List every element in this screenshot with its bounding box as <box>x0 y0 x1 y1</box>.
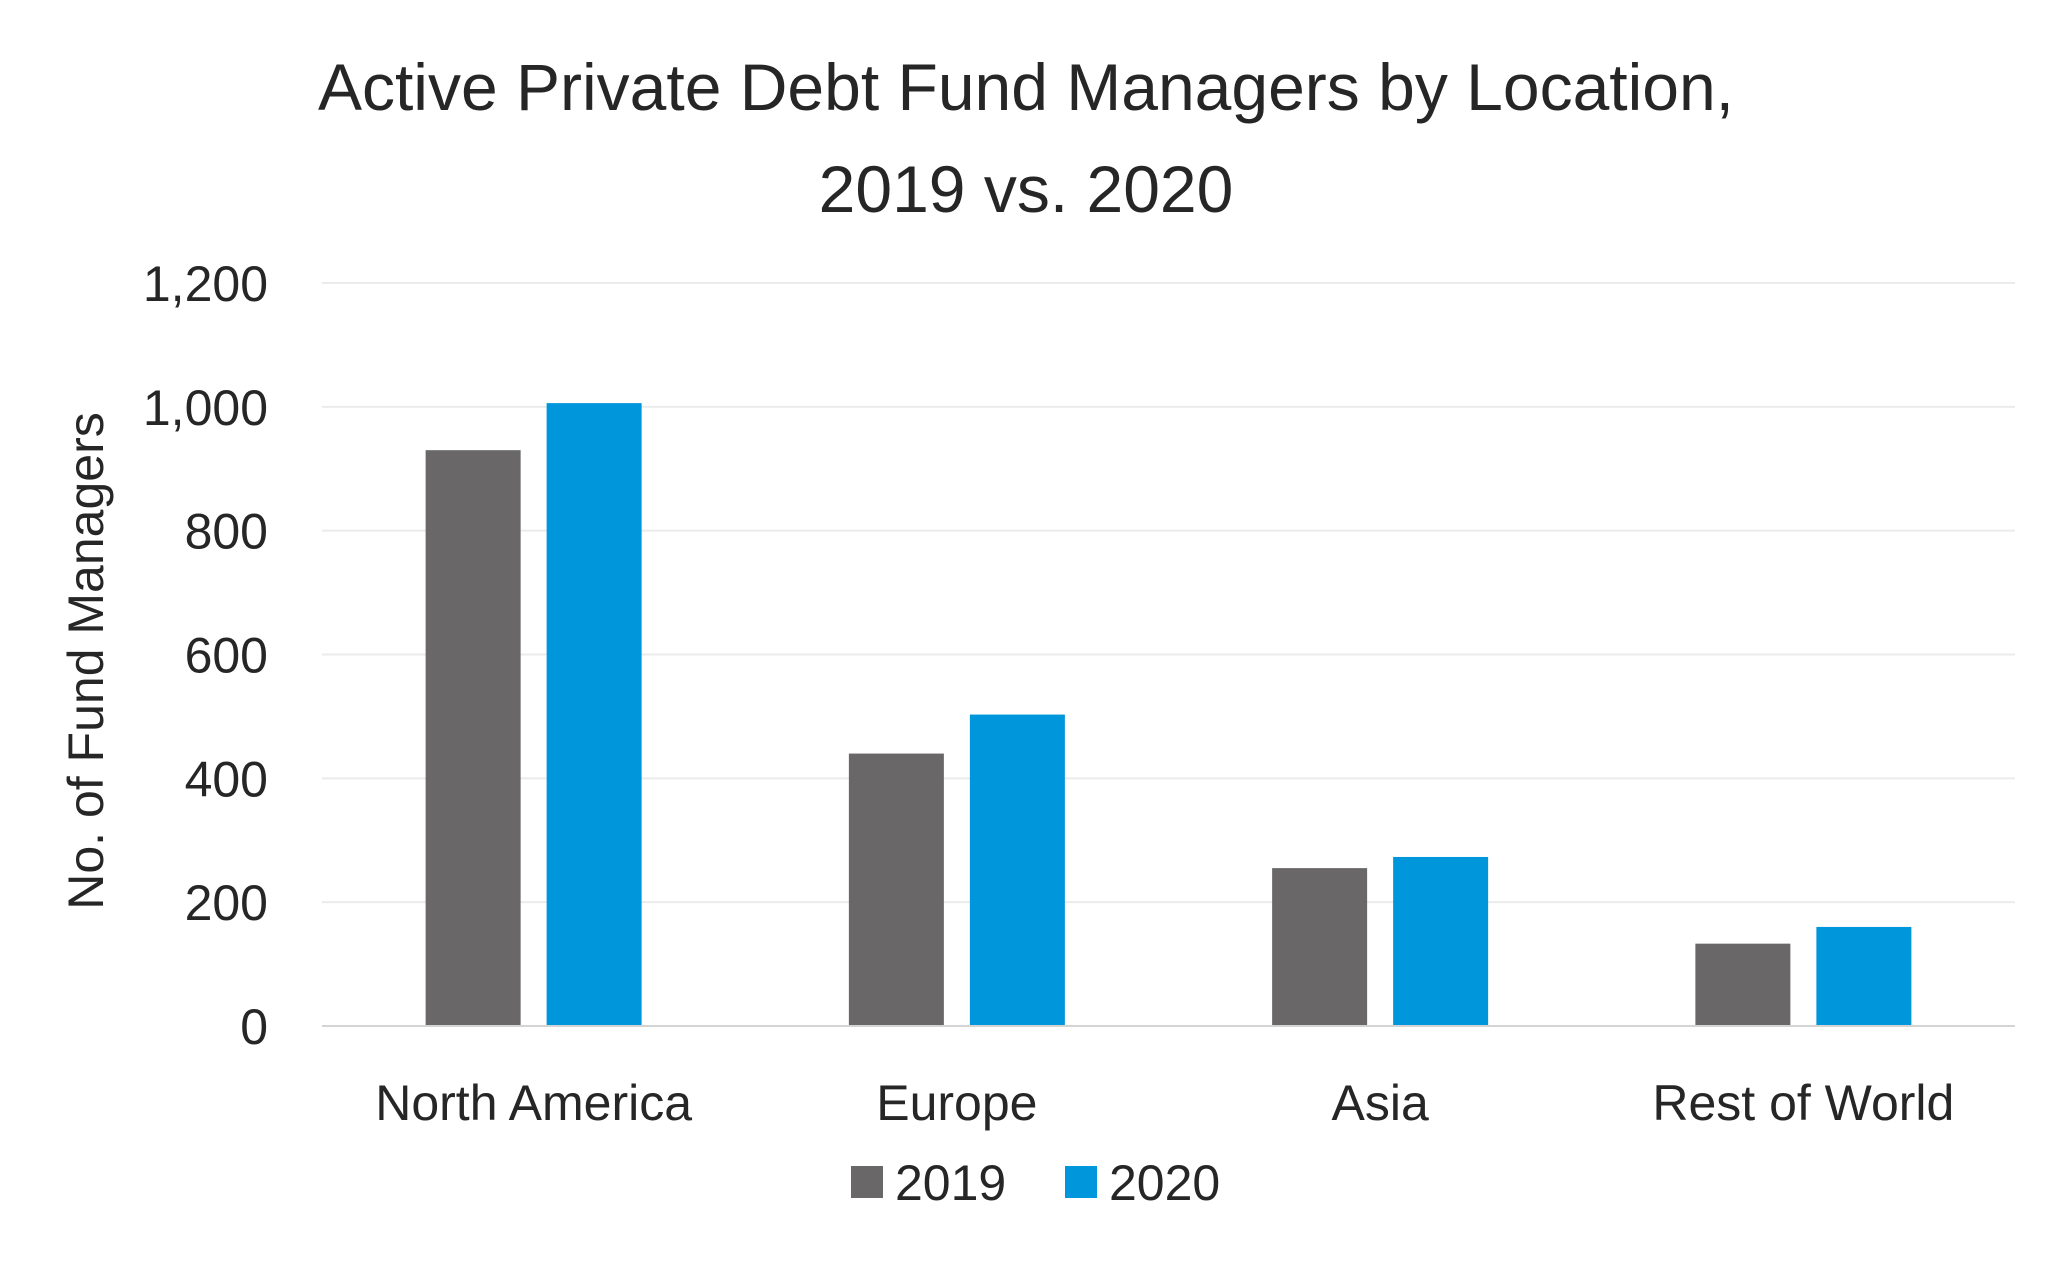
bar-2019-north-america <box>425 450 521 1026</box>
y-tick-label: 0 <box>240 999 268 1055</box>
legend: 2019 2020 <box>851 1155 1220 1211</box>
bar-2019-europe <box>848 753 944 1026</box>
x-tick-label: Rest of World <box>1652 1075 1954 1131</box>
legend-label: 2020 <box>1109 1155 1220 1211</box>
bars <box>425 403 1912 1026</box>
bar-2019-asia <box>1272 868 1368 1026</box>
y-tick-label: 1,200 <box>143 256 268 312</box>
x-tick-label: Europe <box>876 1075 1037 1131</box>
y-tick-label: 800 <box>185 504 268 560</box>
y-axis-ticks: 0 200 400 600 800 1,000 1,200 <box>143 256 268 1055</box>
bar-2019-rest-of-world <box>1695 943 1791 1026</box>
chart-title-line-2: 2019 vs. 2020 <box>819 152 1234 226</box>
legend-label: 2019 <box>895 1155 1006 1211</box>
bar-2020-rest-of-world <box>1816 926 1912 1026</box>
y-tick-label: 1,000 <box>143 380 268 436</box>
x-tick-label: North America <box>375 1075 692 1131</box>
x-tick-label: Asia <box>1331 1075 1428 1131</box>
chart-title-line-1: Active Private Debt Fund Managers by Loc… <box>318 50 1734 124</box>
x-axis-labels: North America Europe Asia Rest of World <box>375 1075 1954 1131</box>
bar-2020-asia <box>1393 856 1489 1026</box>
y-tick-label: 200 <box>185 875 268 931</box>
y-tick-label: 600 <box>185 628 268 684</box>
legend-swatch <box>1065 1166 1097 1198</box>
bar-2020-europe <box>969 714 1065 1026</box>
bar-2020-north-america <box>546 403 642 1026</box>
y-axis-label: No. of Fund Managers <box>58 412 114 910</box>
legend-swatch <box>851 1166 883 1198</box>
y-tick-label: 400 <box>185 751 268 807</box>
